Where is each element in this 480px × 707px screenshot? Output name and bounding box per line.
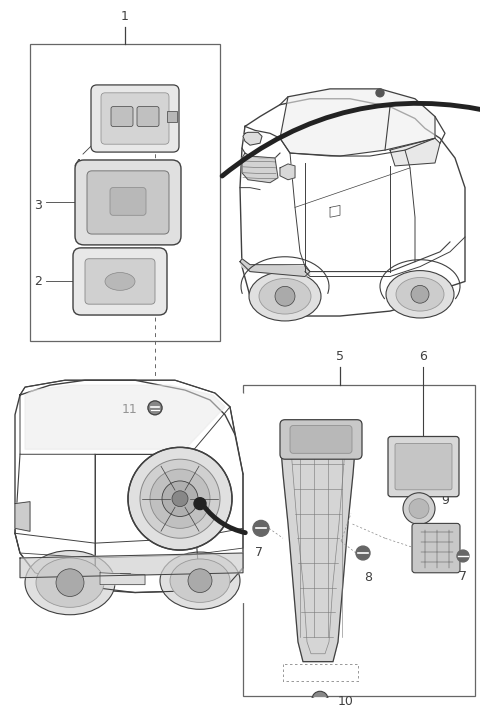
Circle shape [312, 691, 328, 707]
Text: 5: 5 [336, 351, 345, 363]
Ellipse shape [386, 271, 454, 318]
Text: 1: 1 [121, 10, 129, 23]
Circle shape [411, 286, 429, 303]
Polygon shape [280, 89, 435, 156]
FancyBboxPatch shape [101, 93, 169, 144]
Text: 7: 7 [459, 570, 467, 583]
Text: 2: 2 [34, 275, 42, 288]
Ellipse shape [36, 558, 104, 607]
Circle shape [457, 550, 469, 562]
Ellipse shape [105, 273, 135, 291]
Text: 6: 6 [419, 351, 427, 363]
FancyArrowPatch shape [204, 506, 245, 532]
FancyBboxPatch shape [91, 85, 179, 152]
FancyBboxPatch shape [280, 420, 362, 460]
Bar [30, 45, 220, 341]
Text: 10: 10 [338, 695, 354, 707]
Circle shape [356, 546, 370, 560]
Circle shape [188, 569, 212, 592]
Circle shape [253, 520, 269, 536]
Ellipse shape [160, 552, 240, 609]
Ellipse shape [396, 278, 444, 311]
Polygon shape [280, 164, 295, 180]
Circle shape [275, 286, 295, 306]
Text: 7: 7 [255, 546, 263, 559]
FancyBboxPatch shape [412, 523, 460, 573]
FancyBboxPatch shape [395, 443, 452, 490]
Polygon shape [15, 375, 245, 602]
FancyBboxPatch shape [85, 259, 155, 304]
Text: 8: 8 [364, 571, 372, 584]
Circle shape [172, 491, 188, 507]
Text: 11: 11 [121, 403, 137, 416]
Circle shape [150, 469, 210, 528]
Text: 9: 9 [441, 494, 449, 507]
FancyBboxPatch shape [87, 171, 169, 234]
Polygon shape [25, 385, 225, 450]
FancyBboxPatch shape [388, 436, 459, 497]
Circle shape [56, 569, 84, 597]
Polygon shape [390, 139, 440, 166]
Circle shape [128, 448, 232, 550]
Polygon shape [242, 153, 278, 182]
Circle shape [162, 481, 198, 517]
FancyBboxPatch shape [137, 107, 159, 127]
FancyBboxPatch shape [290, 426, 352, 453]
FancyBboxPatch shape [111, 107, 133, 127]
FancyBboxPatch shape [73, 248, 167, 315]
Ellipse shape [25, 551, 115, 615]
Polygon shape [240, 94, 465, 326]
Polygon shape [240, 259, 310, 276]
Circle shape [148, 401, 162, 415]
Polygon shape [243, 132, 262, 145]
Ellipse shape [249, 271, 321, 321]
Polygon shape [20, 553, 243, 578]
Polygon shape [100, 573, 145, 585]
Circle shape [194, 498, 206, 510]
FancyBboxPatch shape [75, 160, 181, 245]
Circle shape [140, 460, 220, 538]
Circle shape [376, 89, 384, 97]
Polygon shape [15, 502, 30, 531]
Polygon shape [281, 430, 355, 662]
Circle shape [403, 493, 435, 525]
Bar [243, 385, 475, 696]
Text: 4: 4 [73, 158, 81, 171]
Ellipse shape [170, 559, 230, 602]
Ellipse shape [259, 279, 311, 314]
Circle shape [409, 498, 429, 518]
Text: 3: 3 [34, 199, 42, 212]
Bar [167, 110, 177, 122]
FancyBboxPatch shape [110, 187, 146, 216]
FancyArrowPatch shape [222, 103, 480, 176]
